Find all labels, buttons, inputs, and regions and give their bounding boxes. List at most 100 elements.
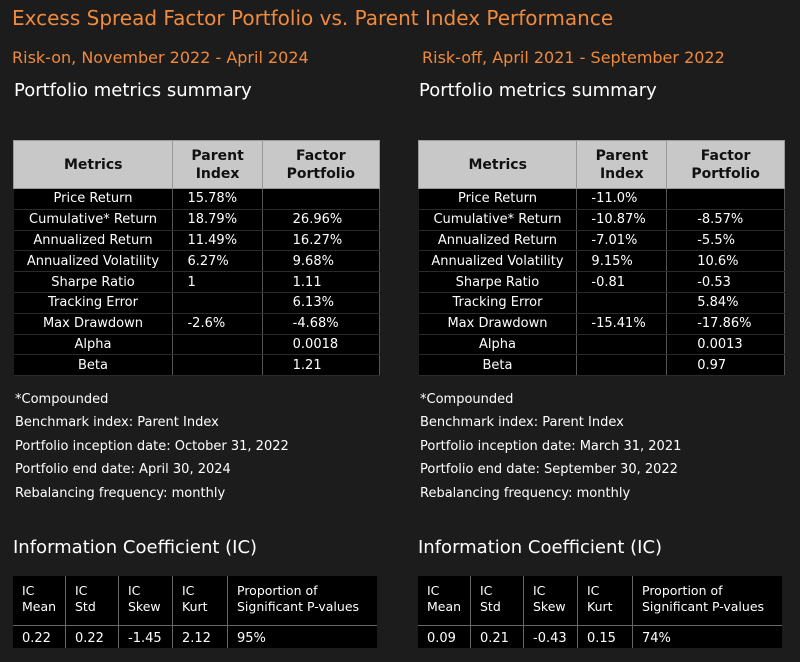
factor-portfolio-value-cell: 1.21: [262, 354, 381, 377]
parent-index-value-cell: -2.6%: [172, 313, 263, 335]
metric-name-cell: Price Return: [13, 188, 174, 210]
notes-block: *Compounded Benchmark index: Parent Inde…: [15, 388, 289, 505]
metrics-row: Annualized Return 11.49% 16.27%: [13, 230, 381, 252]
factor-portfolio-value-cell: -0.53: [666, 271, 785, 293]
metrics-row: Tracking Error 5.84%: [418, 292, 785, 314]
ic-value-cell: -1.45: [118, 625, 173, 648]
metrics-row: Annualized Volatility 6.27% 9.68%: [13, 250, 381, 273]
ic-table: IC Mean IC Std IC Skew IC Kurt Proportion of Sign…: [13, 576, 377, 648]
ic-value-cell: -0.43: [523, 625, 578, 648]
factor-portfolio-value-cell: 0.0018: [262, 334, 381, 356]
ic-column-header: IC Kurt: [577, 576, 633, 626]
metrics-row: Annualized Volatility 9.15% 10.6%: [418, 250, 785, 273]
factor-portfolio-value-cell: -5.5%: [666, 230, 785, 252]
parent-index-value-cell: [576, 334, 668, 356]
metric-name-cell: Sharpe Ratio: [13, 271, 174, 293]
benchmark-note: Benchmark index: Parent Index: [420, 415, 624, 431]
factor-portfolio-column-header: Factor Portfolio: [261, 140, 381, 189]
metric-name-cell: Sharpe Ratio: [418, 271, 578, 293]
metric-name-cell: Max Drawdown: [418, 313, 578, 335]
metrics-row: Alpha 0.0013: [418, 334, 785, 356]
metric-name-cell: Alpha: [13, 334, 174, 356]
metric-name-cell: Cumulative* Return: [418, 209, 578, 231]
metric-name-cell: Beta: [418, 354, 578, 377]
ic-column-header: IC Skew: [118, 576, 173, 626]
notes-block: *Compounded Benchmark index: Parent Inde…: [420, 388, 681, 505]
metrics-summary-title: Portfolio metrics summary: [419, 80, 657, 101]
metrics-row: Alpha 0.0018: [13, 334, 381, 356]
metrics-table: Metrics Parent Index Factor Portfolio Pric…: [12, 140, 381, 377]
ic-value-cell: 0.21: [470, 625, 524, 648]
metrics-row: Beta 0.97: [418, 354, 785, 377]
ic-column-header: IC Std: [65, 576, 119, 626]
ic-table: IC Mean IC Std IC Skew IC Kurt Proportion of Sign…: [418, 576, 782, 648]
metrics-header-row: Metrics Parent Index Factor Portfolio: [417, 140, 785, 189]
compounded-footnote: *Compounded: [420, 392, 514, 407]
parent-index-value-cell: [576, 292, 668, 314]
ic-values-row: 0.22 0.22 -1.45 2.12 95%: [13, 625, 377, 648]
ic-column-header: Proportion of Significant P-values: [227, 576, 377, 626]
ic-value-cell: 95%: [237, 631, 266, 646]
ic-column-header: IC Skew: [523, 576, 578, 626]
metric-name-cell: Beta: [13, 354, 174, 377]
metrics-row: Beta 1.21: [13, 354, 381, 377]
ic-title: Information Coefficient (IC): [418, 537, 663, 558]
ic-values-row: 0.09 0.21 -0.43 0.15 74%: [418, 625, 782, 648]
metric-name-cell: Price Return: [418, 188, 578, 210]
ic-value-cell: 0.09: [418, 625, 471, 648]
metrics-column-header: Metrics: [12, 140, 174, 189]
factor-portfolio-value-cell: 10.6%: [666, 250, 785, 273]
metrics-table: Metrics Parent Index Factor Portfolio Pric…: [417, 140, 785, 377]
metrics-header-row: Metrics Parent Index Factor Portfolio: [12, 140, 381, 189]
factor-portfolio-value-cell: 16.27%: [262, 230, 381, 252]
factor-portfolio-value-cell: -8.57%: [666, 209, 785, 231]
parent-index-value-cell: -0.81: [576, 271, 668, 293]
parent-index-value-cell: 6.27%: [172, 250, 263, 273]
inception-date-note: Portfolio inception date: October 31, 20…: [15, 438, 289, 454]
parent-index-value-cell: [172, 292, 263, 314]
metrics-summary-title: Portfolio metrics summary: [14, 80, 252, 101]
factor-portfolio-value-cell: [262, 188, 381, 210]
metric-name-cell: Annualized Volatility: [418, 250, 578, 273]
parent-index-value-cell: 15.78%: [172, 188, 263, 210]
metric-name-cell: Tracking Error: [418, 292, 578, 314]
parent-index-value-cell: 1: [172, 271, 263, 293]
period-heading: Risk-on, November 2022 - April 2024: [12, 48, 309, 67]
metrics-row: Price Return 15.78%: [13, 188, 381, 210]
factor-portfolio-column-header: Factor Portfolio: [666, 140, 785, 189]
parent-index-column-header: Parent Index: [172, 140, 263, 189]
ic-column-header: Proportion of Significant P-values: [632, 576, 782, 626]
factor-portfolio-value-cell: 0.97: [666, 354, 785, 377]
ic-value-cell: 0.22: [13, 625, 66, 648]
metric-name-cell: Annualized Return: [418, 230, 578, 252]
factor-portfolio-value-cell: 9.68%: [262, 250, 381, 273]
factor-portfolio-value-cell: 26.96%: [262, 209, 381, 231]
metric-name-cell: Annualized Volatility: [13, 250, 174, 273]
rebalancing-note: Rebalancing frequency: monthly: [420, 485, 631, 501]
parent-index-column-header: Parent Index: [576, 140, 668, 189]
ic-value-cell: 0.15: [577, 625, 633, 648]
parent-index-value-cell: [172, 334, 263, 356]
metric-name-cell: Tracking Error: [13, 292, 174, 314]
metrics-row: Annualized Return -7.01% -5.5%: [418, 230, 785, 252]
factor-portfolio-value-cell: 5.84%: [666, 292, 785, 314]
risk-off-panel: Risk-off, April 2021 - September 2022 Po…: [405, 0, 785, 662]
metrics-row: Cumulative* Return -10.87% -8.57%: [418, 209, 785, 231]
ic-header-row: IC Mean IC Std IC Skew IC Kurt Proportion of Sign…: [13, 576, 377, 626]
metrics-row: Cumulative* Return 18.79% 26.96%: [13, 209, 381, 231]
ic-value-cell: 0.22: [65, 625, 119, 648]
page-title: Excess Spread Factor Portfolio vs. Paren…: [12, 6, 614, 30]
ic-title: Information Coefficient (IC): [13, 537, 258, 558]
compounded-footnote: *Compounded: [15, 392, 109, 407]
factor-portfolio-value-cell: 6.13%: [262, 292, 381, 314]
factor-portfolio-value-cell: -17.86%: [666, 313, 785, 335]
metrics-row: Tracking Error 6.13%: [13, 292, 381, 314]
metric-name-cell: Annualized Return: [13, 230, 174, 252]
ic-column-header: IC Mean: [418, 576, 471, 626]
parent-index-value-cell: -15.41%: [576, 313, 668, 335]
inception-date-note: Portfolio inception date: March 31, 2021: [420, 438, 682, 454]
metrics-row: Sharpe Ratio 1 1.11: [13, 271, 381, 293]
risk-on-panel: Risk-on, November 2022 - April 2024 Port…: [0, 0, 381, 662]
rebalancing-note: Rebalancing frequency: monthly: [15, 485, 226, 501]
factor-portfolio-value-cell: 1.11: [262, 271, 381, 293]
